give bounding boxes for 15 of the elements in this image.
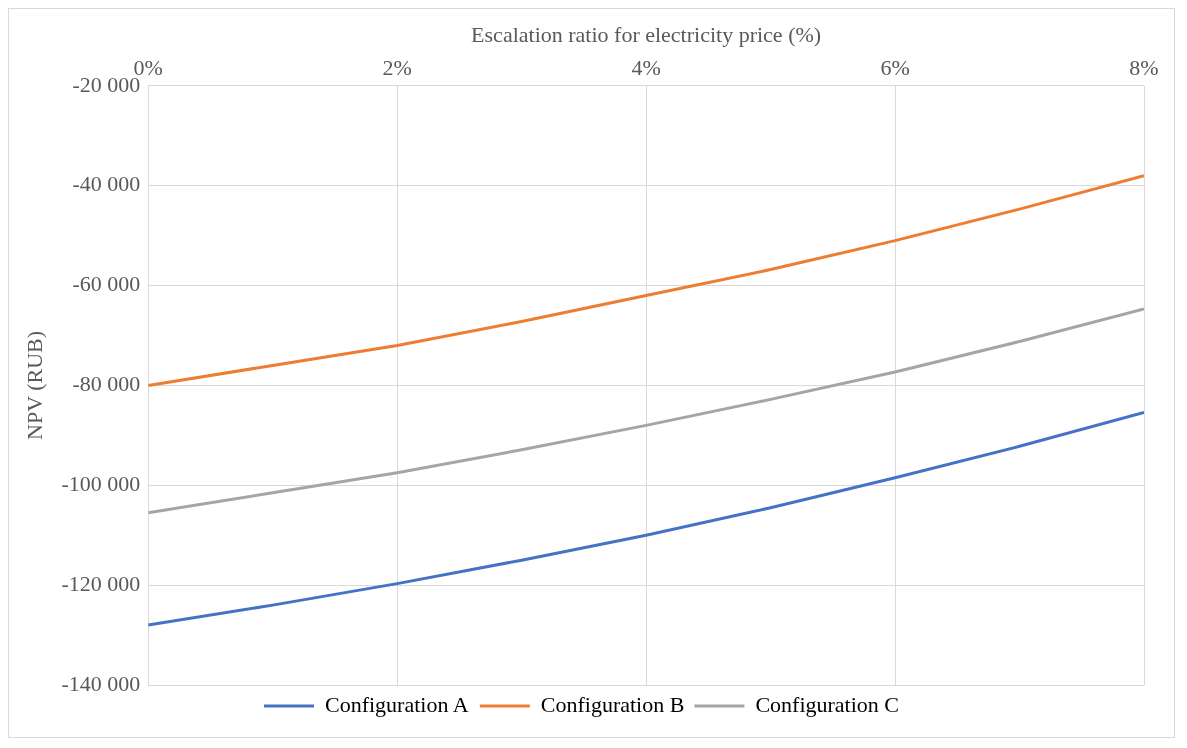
legend-label: Configuration A — [324, 691, 469, 717]
y-tick-label: -40 000 — [72, 171, 141, 197]
y-tick-label: -140 000 — [61, 670, 141, 696]
x-tick-label: 4% — [631, 55, 661, 81]
y-axis-title: NPV (RUB) — [21, 330, 47, 440]
y-tick-label: -60 000 — [72, 271, 141, 297]
legend-label: Configuration B — [540, 691, 685, 717]
y-tick-label: -80 000 — [72, 371, 141, 397]
x-tick-label: 6% — [880, 55, 910, 81]
x-tick-label: 8% — [1129, 55, 1159, 81]
y-tick-label: -120 000 — [61, 570, 141, 596]
y-tick-label: -100 000 — [61, 471, 141, 497]
x-tick-label: 2% — [382, 55, 412, 81]
x-axis-title: Escalation ratio for electricity price (%) — [471, 21, 822, 47]
legend-label: Configuration C — [755, 691, 900, 717]
